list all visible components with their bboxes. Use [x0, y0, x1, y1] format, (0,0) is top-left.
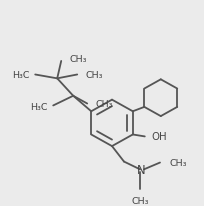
Text: CH₃: CH₃ — [169, 158, 186, 167]
Text: CH₃: CH₃ — [85, 71, 103, 80]
Text: CH₃: CH₃ — [95, 99, 113, 109]
Text: CH₃: CH₃ — [131, 197, 149, 205]
Text: OH: OH — [152, 132, 167, 142]
Text: CH₃: CH₃ — [69, 55, 87, 64]
Text: H₃C: H₃C — [12, 71, 29, 80]
Text: H₃C: H₃C — [30, 102, 47, 111]
Text: N: N — [137, 163, 145, 176]
